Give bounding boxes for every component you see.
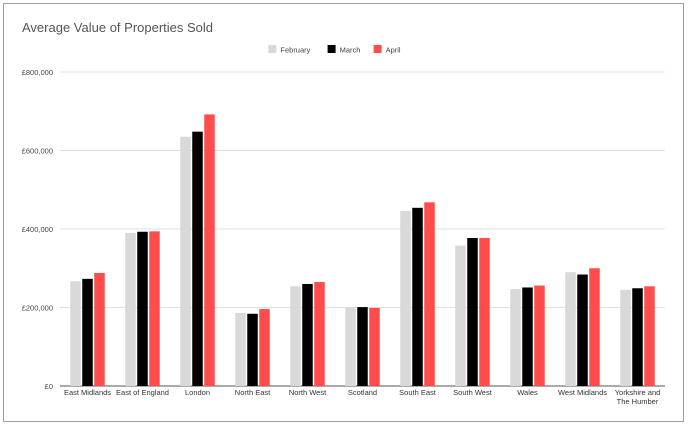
bar-april <box>589 268 600 386</box>
y-tick-label: £400,000 <box>22 225 53 234</box>
legend-swatch-february <box>268 45 277 53</box>
bar-march <box>522 287 533 386</box>
x-tick-label-line: Yorkshire and <box>615 388 661 397</box>
legend-swatch-march <box>327 45 336 53</box>
bar-april <box>204 114 215 386</box>
bar-march <box>82 278 93 386</box>
x-tick-label: North West <box>289 388 327 397</box>
x-tick-label: South East <box>399 388 437 397</box>
x-tick-label-line: Scotland <box>348 388 377 397</box>
bar-february <box>290 286 301 386</box>
x-tick-label-line: East Midlands <box>64 388 111 397</box>
bar-february <box>510 289 521 386</box>
bar-april <box>644 286 655 386</box>
x-tick-label: North East <box>235 388 271 397</box>
x-tick-label: West Midlands <box>558 388 607 397</box>
x-tick-label: Wales <box>517 388 538 397</box>
legend-label-february: February <box>280 46 310 55</box>
x-tick-label-line: London <box>185 388 210 397</box>
bar-april <box>259 309 270 386</box>
x-tick-label: East of England <box>116 388 169 397</box>
bar-february <box>70 281 81 386</box>
bar-march <box>247 313 258 386</box>
bar-april <box>369 307 380 386</box>
bar-february <box>235 312 246 386</box>
legend-swatch-april <box>373 45 382 53</box>
x-tick-label-line: South West <box>453 388 493 397</box>
x-tick-label: London <box>185 388 210 397</box>
x-tick-label-line: East of England <box>116 388 169 397</box>
bar-april <box>149 231 160 386</box>
x-tick-label: Yorkshire and The Humber <box>615 388 661 406</box>
x-tick-label: Scotland <box>348 388 377 397</box>
x-tick-label-line: North East <box>235 388 271 397</box>
bar-april <box>314 281 325 386</box>
x-tick-label-line: North West <box>289 388 327 397</box>
bar-april <box>424 202 435 386</box>
bar-february <box>565 272 576 386</box>
bar-april <box>479 238 490 386</box>
bar-march <box>577 274 588 386</box>
x-tick-label-line: The Humber <box>617 397 659 406</box>
y-tick-label: £0 <box>45 382 53 391</box>
bar-february <box>125 232 136 386</box>
chart-title: Average Value of Properties Sold <box>22 20 214 35</box>
bar-april <box>534 285 545 386</box>
bar-february <box>400 210 411 386</box>
bar-march <box>357 307 368 386</box>
bar-march <box>302 283 313 386</box>
bar-march <box>412 207 423 386</box>
bar-february <box>455 245 466 386</box>
bar-march <box>192 131 203 386</box>
bar-march <box>632 288 643 386</box>
x-tick-label-line: South East <box>399 388 437 397</box>
x-tick-label: East Midlands <box>64 388 111 397</box>
bar-march <box>137 231 148 386</box>
y-tick-label: £800,000 <box>22 68 53 77</box>
bar-april <box>94 272 105 386</box>
bar-february <box>180 136 191 386</box>
legend-label-april: April <box>386 46 401 55</box>
y-tick-label: £200,000 <box>22 304 53 313</box>
x-tick-label-line: Wales <box>517 388 538 397</box>
bar-february <box>620 289 631 386</box>
bar-march <box>467 238 478 386</box>
x-tick-label: South West <box>453 388 493 397</box>
y-tick-label: £600,000 <box>22 147 53 156</box>
legend-label-march: March <box>340 46 361 55</box>
x-tick-label-line: West Midlands <box>558 388 607 397</box>
bar-february <box>345 307 356 386</box>
